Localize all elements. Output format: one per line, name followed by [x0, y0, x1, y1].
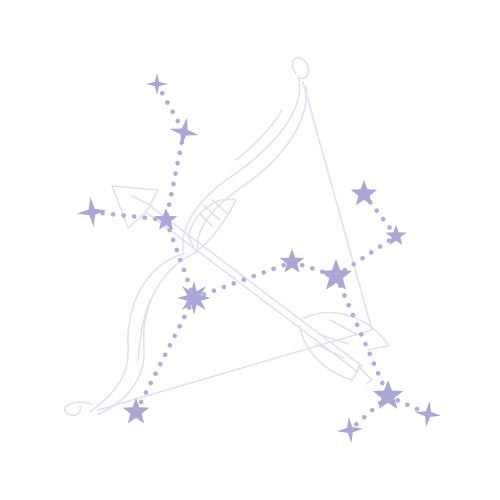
bow-limb-inner	[97, 85, 308, 415]
constellation-lines	[89, 81, 431, 433]
bow-limb-detail-1	[235, 109, 283, 161]
line-top-to-upper-star	[154, 81, 187, 135]
star-icon	[169, 117, 199, 147]
constellation-stars	[77, 73, 441, 443]
arrow-fletching-lower	[299, 325, 361, 381]
star-icon	[146, 73, 168, 95]
arrow-fletching-vein-2	[315, 343, 345, 359]
star-icon	[154, 208, 178, 230]
line-right-to-far-right	[333, 233, 399, 279]
bow-limb-outer	[89, 75, 301, 413]
line-left-star-to-left-cluster	[89, 209, 169, 223]
bow-icon	[63, 56, 373, 417]
bow-limb-detail-2	[137, 299, 151, 361]
line-mid-to-right	[289, 259, 339, 279]
star-icon	[122, 398, 150, 424]
star-icon	[279, 249, 305, 273]
bowstring	[97, 81, 373, 411]
bow-upper-tip	[291, 56, 310, 80]
star-icon	[177, 281, 211, 315]
star-icon	[337, 417, 363, 443]
arrow-head-notch	[131, 195, 153, 207]
arrow-shaft-top	[149, 205, 363, 367]
star-icon	[415, 401, 441, 427]
line-center-to-mid	[191, 259, 295, 301]
arrow-shaft-bottom	[145, 211, 359, 373]
bow-lower-tip	[63, 401, 93, 417]
star-icon	[385, 225, 407, 245]
line-center-to-bottom-left	[133, 295, 197, 415]
line-lower-right-to-far-lower	[385, 393, 431, 417]
bow-grip-hatch-3	[211, 199, 229, 215]
line-left-cluster-to-center	[163, 217, 197, 301]
arrow-fletching-upper	[303, 311, 389, 351]
star-icon	[372, 380, 404, 409]
star-icon	[350, 180, 378, 206]
arrow-nock	[357, 365, 373, 385]
star-icon	[77, 197, 107, 227]
arrow-fletching-vein-3	[329, 319, 357, 335]
arrow-icon	[111, 185, 389, 385]
line-right-to-lower-right	[333, 273, 391, 399]
line-upper-star-to-left-cluster	[163, 129, 187, 223]
arrow-fletching-vein-1	[317, 333, 349, 345]
star-icon	[319, 259, 353, 290]
bow-grip-hatch-2	[203, 205, 221, 221]
bow-grip-hatch-1	[199, 213, 213, 227]
bow-grip	[187, 198, 237, 253]
